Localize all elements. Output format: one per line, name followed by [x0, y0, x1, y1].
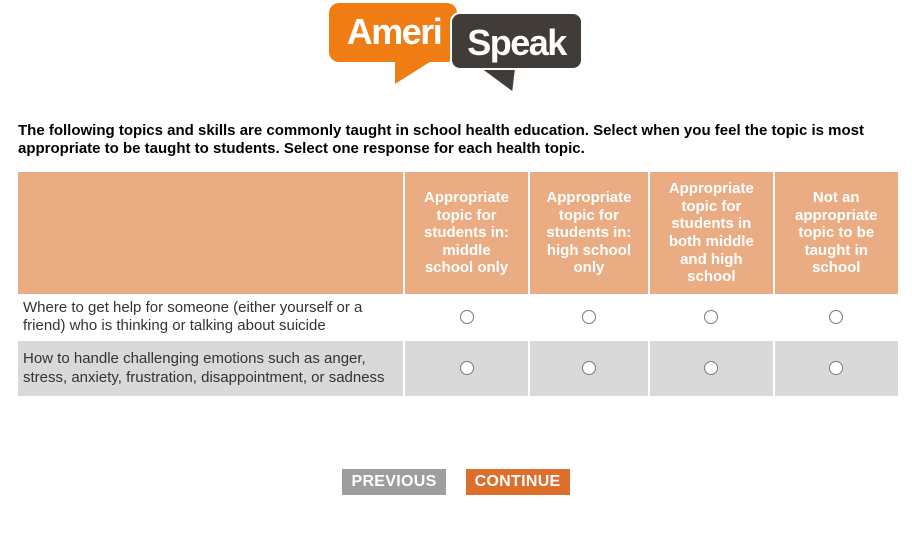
radio-row0-both-middle-and-high[interactable] [704, 310, 719, 325]
column-header-middle-school-only: Appropriate topic for students in: middl… [405, 172, 528, 294]
column-header-not-appropriate: Not an appropriate topic to be taught in… [774, 172, 898, 294]
continue-button[interactable]: CONTINUE [465, 469, 570, 495]
logo-speak-text: Speak [467, 22, 567, 63]
cell-row1-both-middle-and-high [650, 341, 773, 397]
logo-ameri-text: Ameri [346, 10, 443, 52]
cell-row0-not-appropriate [775, 296, 898, 340]
radio-row1-both-middle-and-high[interactable] [704, 361, 719, 376]
cell-row0-both-middle-and-high [650, 296, 772, 340]
logo-dark-bubble-tail [481, 68, 515, 91]
radio-row0-not-appropriate[interactable] [829, 310, 844, 325]
column-header-both-middle-and-high: Appropriate topic for students in both m… [650, 172, 773, 294]
row-label-challenging-emotions: How to handle challenging emotions such … [18, 341, 404, 397]
cell-row1-not-appropriate [774, 341, 898, 397]
amerispeak-logo: Ameri Speak [329, 3, 583, 91]
grid-corner-cell [18, 172, 404, 294]
radio-row1-not-appropriate[interactable] [829, 361, 844, 376]
logo-orange-bubble-tail [395, 60, 433, 84]
nav-button-row: PREVIOUS CONTINUE [0, 469, 912, 495]
previous-button[interactable]: PREVIOUS [342, 469, 446, 495]
column-header-high-school-only: Appropriate topic for students in: high … [529, 172, 649, 294]
table-row: Where to get help for someone (either yo… [18, 295, 898, 340]
logo-ameri-bubble: Ameri [329, 3, 457, 62]
table-row: How to handle challenging emotions such … [18, 341, 898, 397]
cell-row0-middle-school-only [405, 296, 527, 340]
radio-row1-middle-school-only[interactable] [459, 361, 474, 376]
radio-row1-high-school-only[interactable] [581, 361, 596, 376]
response-grid: Appropriate topic for students in: middl… [16, 170, 900, 398]
grid-header-row: Appropriate topic for students in: middl… [18, 172, 898, 294]
cell-row1-middle-school-only [405, 341, 528, 397]
radio-row0-high-school-only[interactable] [581, 310, 596, 325]
logo-speak-bubble: Speak [450, 12, 583, 70]
survey-page: Ameri Speak The following topics and ski… [0, 3, 912, 546]
survey-instructions: The following topics and skills are comm… [18, 122, 864, 157]
cell-row1-high-school-only [529, 341, 649, 397]
cell-row0-high-school-only [530, 296, 648, 340]
radio-row0-middle-school-only[interactable] [459, 310, 474, 325]
row-label-suicide-help: Where to get help for someone (either yo… [23, 298, 363, 335]
